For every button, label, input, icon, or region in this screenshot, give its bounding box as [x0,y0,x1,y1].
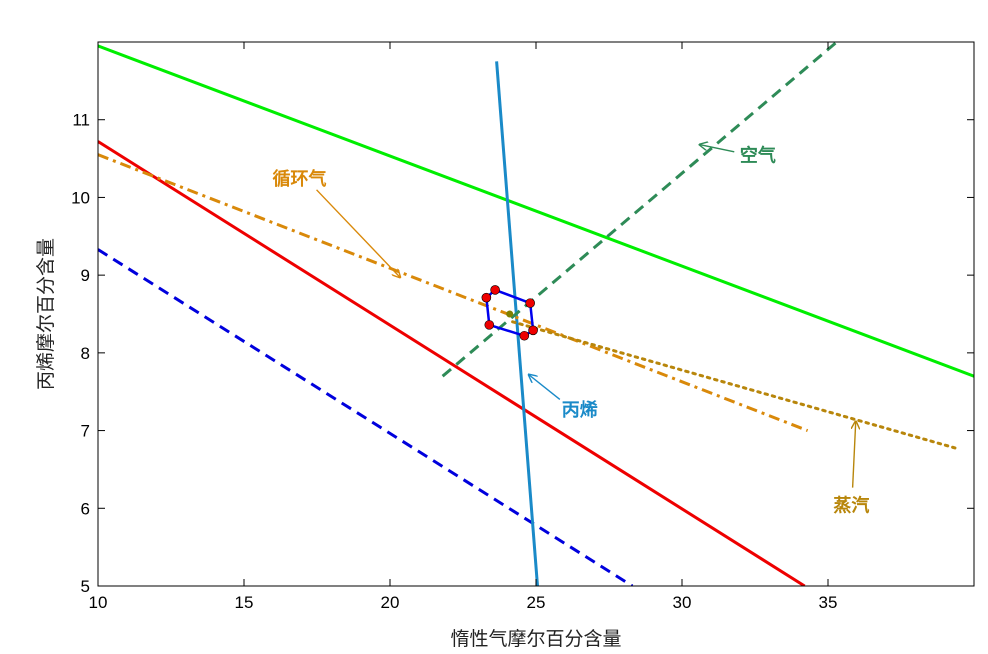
series-line-6 [98,153,809,432]
vertex-point [519,330,530,341]
y-axis-label: 丙烯摩尔百分含量 [35,238,57,390]
series-line-1 [98,44,974,378]
x-tick-label: 30 [673,593,692,612]
series-line-3 [98,248,634,586]
x-tick-label: 20 [381,593,400,612]
y-tick-label: 6 [81,499,90,518]
y-tick-label: 8 [81,344,90,363]
series-line-4 [495,61,539,586]
y-tick-label: 9 [81,266,90,285]
annotation-arrow [529,375,561,401]
series-line-2 [98,140,806,586]
y-tick-label: 10 [71,188,90,207]
vertex-point [481,292,492,303]
vertex-point [525,298,535,308]
x-axis-label: 惰性气摩尔百分含量 [450,628,621,650]
x-tick-label: 25 [527,593,546,612]
axis-layer: 10 15 20 25 30 35 5 6 7 8 9 10 11 [71,42,974,612]
y-tick-label: 11 [72,111,90,130]
series-line-7 [511,320,961,451]
x-tick-label: 10 [89,593,108,612]
annotation-arrow [700,145,735,153]
y-tick-label: 5 [81,577,90,596]
feasible-region-layer [481,285,538,341]
vertex-point [528,325,538,336]
annotation-label: 蒸汽 [833,494,869,516]
plot-background [98,42,974,586]
x-tick-label: 15 [235,593,254,612]
annotation-label: 空气 [740,145,776,167]
y-tick-label: 7 [81,422,90,441]
vertex-point [484,320,495,330]
center-point [506,310,514,318]
series-layer [98,42,974,586]
annotation-arrow [316,189,401,278]
annotation-arrow [853,421,856,488]
vertex-point [490,285,500,295]
series-line-5 [441,42,838,378]
annotation-label: 丙烯 [562,399,598,421]
x-tick-label: 35 [819,593,838,612]
annotation-label: 循环气 [272,168,326,190]
